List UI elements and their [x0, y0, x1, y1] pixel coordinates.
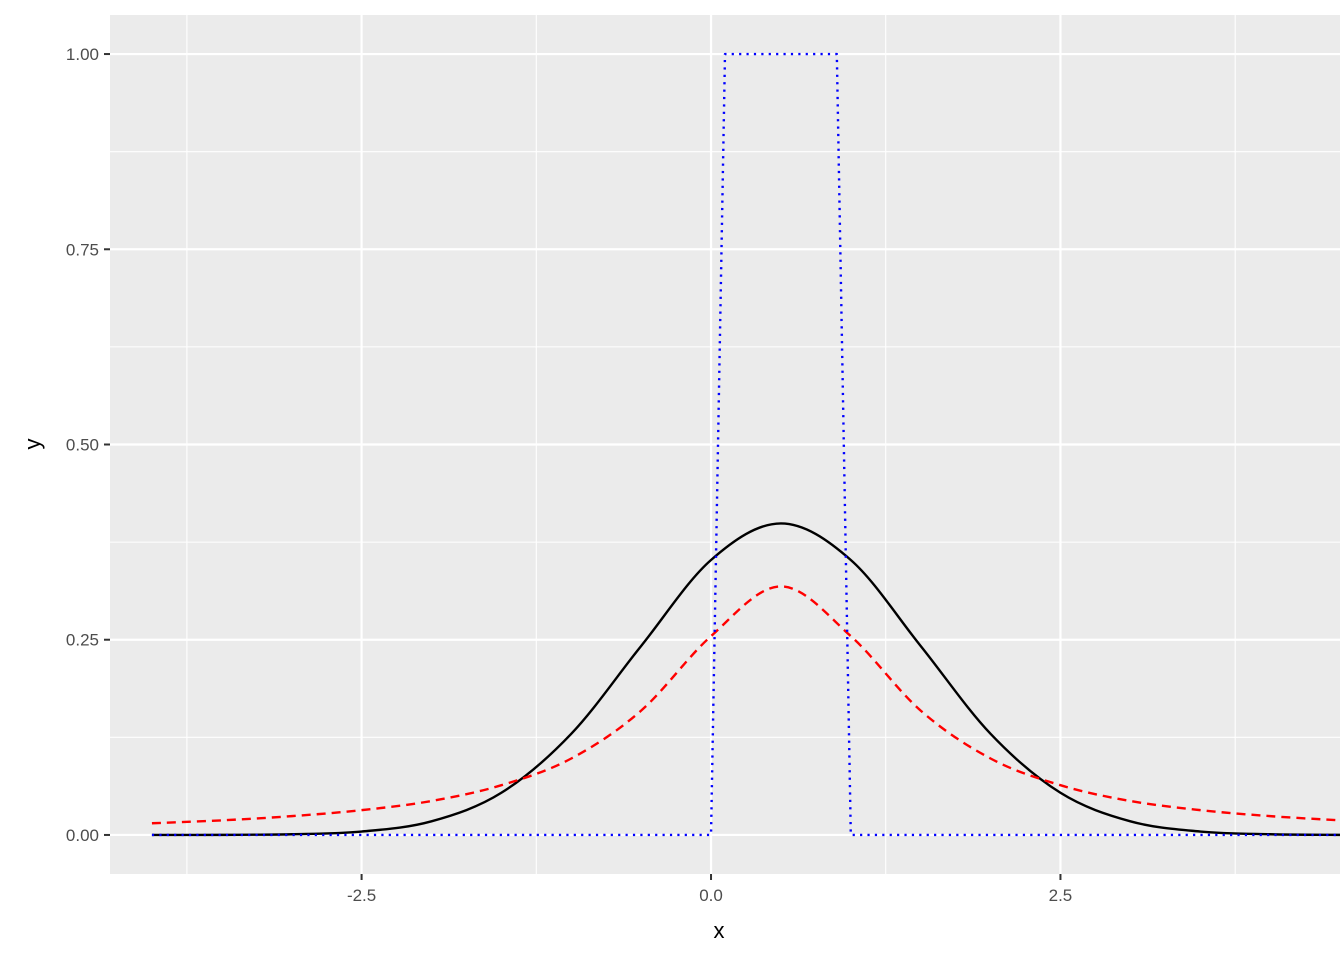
x-axis-title: x [714, 918, 725, 943]
series-line-dashed [151, 585, 1341, 825]
y-tick-label: 1.00 [66, 45, 99, 64]
series-layer [151, 52, 1341, 837]
x-tick-label: 0.0 [699, 886, 723, 905]
x-tick-label: -2.5 [347, 886, 376, 905]
y-axis-title: y [20, 439, 45, 450]
y-axis: 0.00 0.25 0.50 0.75 1.00 [66, 45, 110, 845]
y-tick-label: 0.00 [66, 826, 99, 845]
y-tick-label: 0.75 [66, 240, 99, 259]
x-tick-label: 2.5 [1049, 886, 1073, 905]
y-tick-label: 0.25 [66, 631, 99, 650]
y-tick-label: 0.50 [66, 436, 99, 455]
series-line-solid [151, 522, 1341, 837]
x-axis: -2.5 0.0 2.5 [347, 874, 1072, 905]
